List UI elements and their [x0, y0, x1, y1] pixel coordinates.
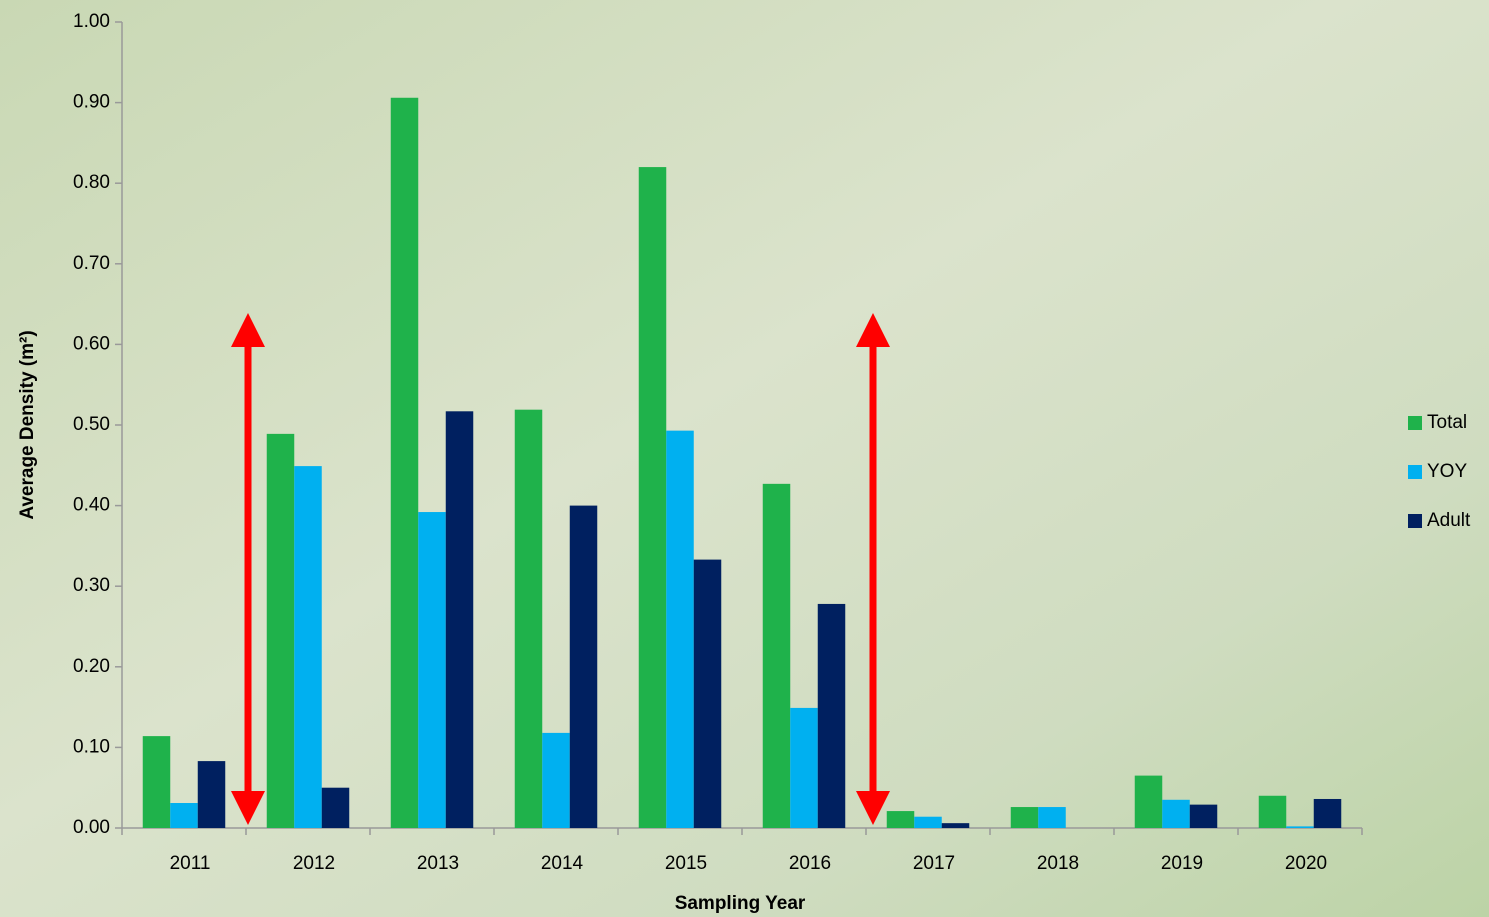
bar: [542, 732, 570, 828]
bar: [1189, 804, 1218, 828]
bar: [266, 433, 295, 828]
bar: [418, 512, 446, 828]
legend-swatch: [1408, 465, 1422, 479]
legend-label: Adult: [1427, 510, 1471, 531]
bar: [914, 816, 942, 828]
y-tick-label: 0.30: [73, 575, 110, 596]
bar: [1162, 799, 1190, 828]
bar: [197, 761, 226, 828]
bar: [142, 736, 171, 828]
bar: [1286, 826, 1314, 828]
annotation-arrows: [231, 313, 890, 825]
bar: [762, 483, 791, 828]
x-tick-label: 2017: [913, 853, 955, 874]
y-tick-label: 0.40: [73, 495, 110, 516]
x-tick-label: 2012: [293, 853, 335, 874]
legend-swatch: [1408, 416, 1422, 430]
bar: [1313, 798, 1342, 828]
x-tick-label: 2020: [1285, 853, 1327, 874]
y-tick-label: 0.60: [73, 333, 110, 354]
x-tick-label: 2014: [541, 853, 584, 874]
legend-label: YOY: [1427, 461, 1467, 482]
bar: [666, 430, 694, 828]
y-tick-label: 1.00: [73, 11, 110, 32]
arrow-head: [856, 313, 890, 347]
bar: [1258, 795, 1287, 828]
bar: [390, 97, 419, 829]
bar: [886, 811, 915, 828]
y-tick-label: 0.50: [73, 414, 110, 435]
arrow-head: [231, 313, 265, 347]
y-tick-label: 0.70: [73, 253, 110, 274]
x-axis-label: Sampling Year: [675, 893, 806, 914]
bar: [170, 803, 198, 828]
x-tick-label: 2016: [789, 853, 831, 874]
x-tick-label: 2019: [1161, 853, 1203, 874]
legend-label: Total: [1427, 412, 1467, 433]
bar: [1038, 807, 1066, 828]
bar: [1010, 807, 1039, 828]
y-tick-label: 0.00: [73, 817, 110, 838]
legend-swatch: [1408, 514, 1422, 528]
bar: [941, 823, 970, 828]
bar: [790, 707, 818, 828]
x-tick-label: 2011: [170, 853, 211, 874]
bar: [569, 505, 598, 828]
y-tick-label: 0.90: [73, 92, 110, 113]
y-tick-label: 0.80: [73, 172, 110, 193]
bar: [693, 559, 722, 828]
bar: [445, 411, 474, 828]
bar: [638, 167, 667, 828]
y-tick-label: 0.10: [73, 736, 110, 757]
bar: [1134, 775, 1163, 828]
x-tick-label: 2015: [665, 853, 707, 874]
bar: [321, 787, 350, 828]
bar: [294, 466, 322, 828]
x-tick-label: 2018: [1037, 853, 1079, 874]
y-axis-label: Average Density (m²): [17, 330, 38, 519]
y-tick-label: 0.20: [73, 656, 110, 677]
bar: [817, 603, 846, 828]
x-tick-label: 2013: [417, 853, 459, 874]
arrow-head: [856, 791, 890, 825]
arrow-head: [231, 791, 265, 825]
bar: [514, 409, 543, 828]
